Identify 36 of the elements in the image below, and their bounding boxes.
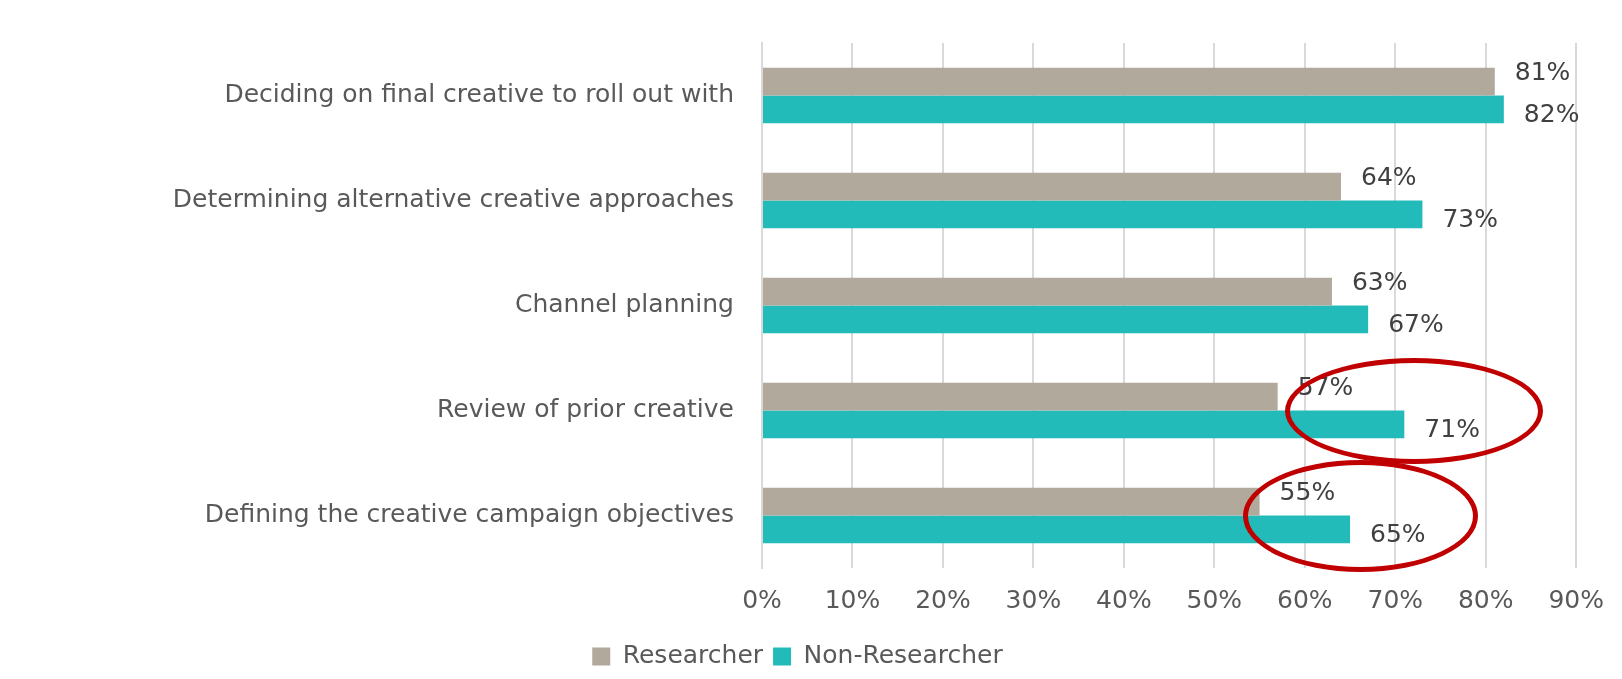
x-tick-label: 40% <box>1096 584 1152 614</box>
bar <box>763 200 1423 229</box>
data-label: 81% <box>1514 57 1571 87</box>
bar <box>763 67 1495 96</box>
y-tick-label: Review of prior creative <box>437 394 734 423</box>
x-tick-label: 30% <box>1005 584 1062 614</box>
bar <box>763 515 1351 544</box>
bar <box>763 382 1278 411</box>
x-tick-label: 60% <box>1277 584 1333 614</box>
y-tick-label: Determining alternative creative approaches <box>172 184 734 213</box>
bar <box>763 487 1260 516</box>
x-tick-label: 0% <box>742 584 782 614</box>
y-tick-label: Channel planning <box>514 289 734 318</box>
x-tick-label: 20% <box>915 584 971 614</box>
data-label: 55% <box>1279 477 1336 507</box>
x-tick-label: 10% <box>824 584 881 614</box>
data-label: 82% <box>1523 98 1580 128</box>
data-label: 71% <box>1424 413 1480 443</box>
bar <box>763 305 1369 334</box>
data-label: 73% <box>1442 203 1498 233</box>
x-tick-label: 80% <box>1457 584 1514 614</box>
y-tick-label: Defining the creative campaign objectives <box>204 499 734 528</box>
x-tick-label: 90% <box>1548 584 1605 614</box>
bar <box>763 95 1504 124</box>
y-tick-label: Deciding on final creative to roll out with <box>224 79 734 108</box>
bar <box>763 277 1332 306</box>
bar <box>763 172 1341 201</box>
data-label: 64% <box>1361 162 1417 192</box>
data-label: 65% <box>1370 518 1426 548</box>
data-label: 67% <box>1388 308 1444 338</box>
legend-label: Researcher <box>622 640 764 669</box>
bar <box>763 410 1405 439</box>
x-tick-label: 50% <box>1186 584 1243 614</box>
x-tick-label: 70% <box>1367 584 1424 614</box>
legend-label: Non-Researcher <box>803 640 1004 669</box>
data-label: 63% <box>1351 267 1408 297</box>
